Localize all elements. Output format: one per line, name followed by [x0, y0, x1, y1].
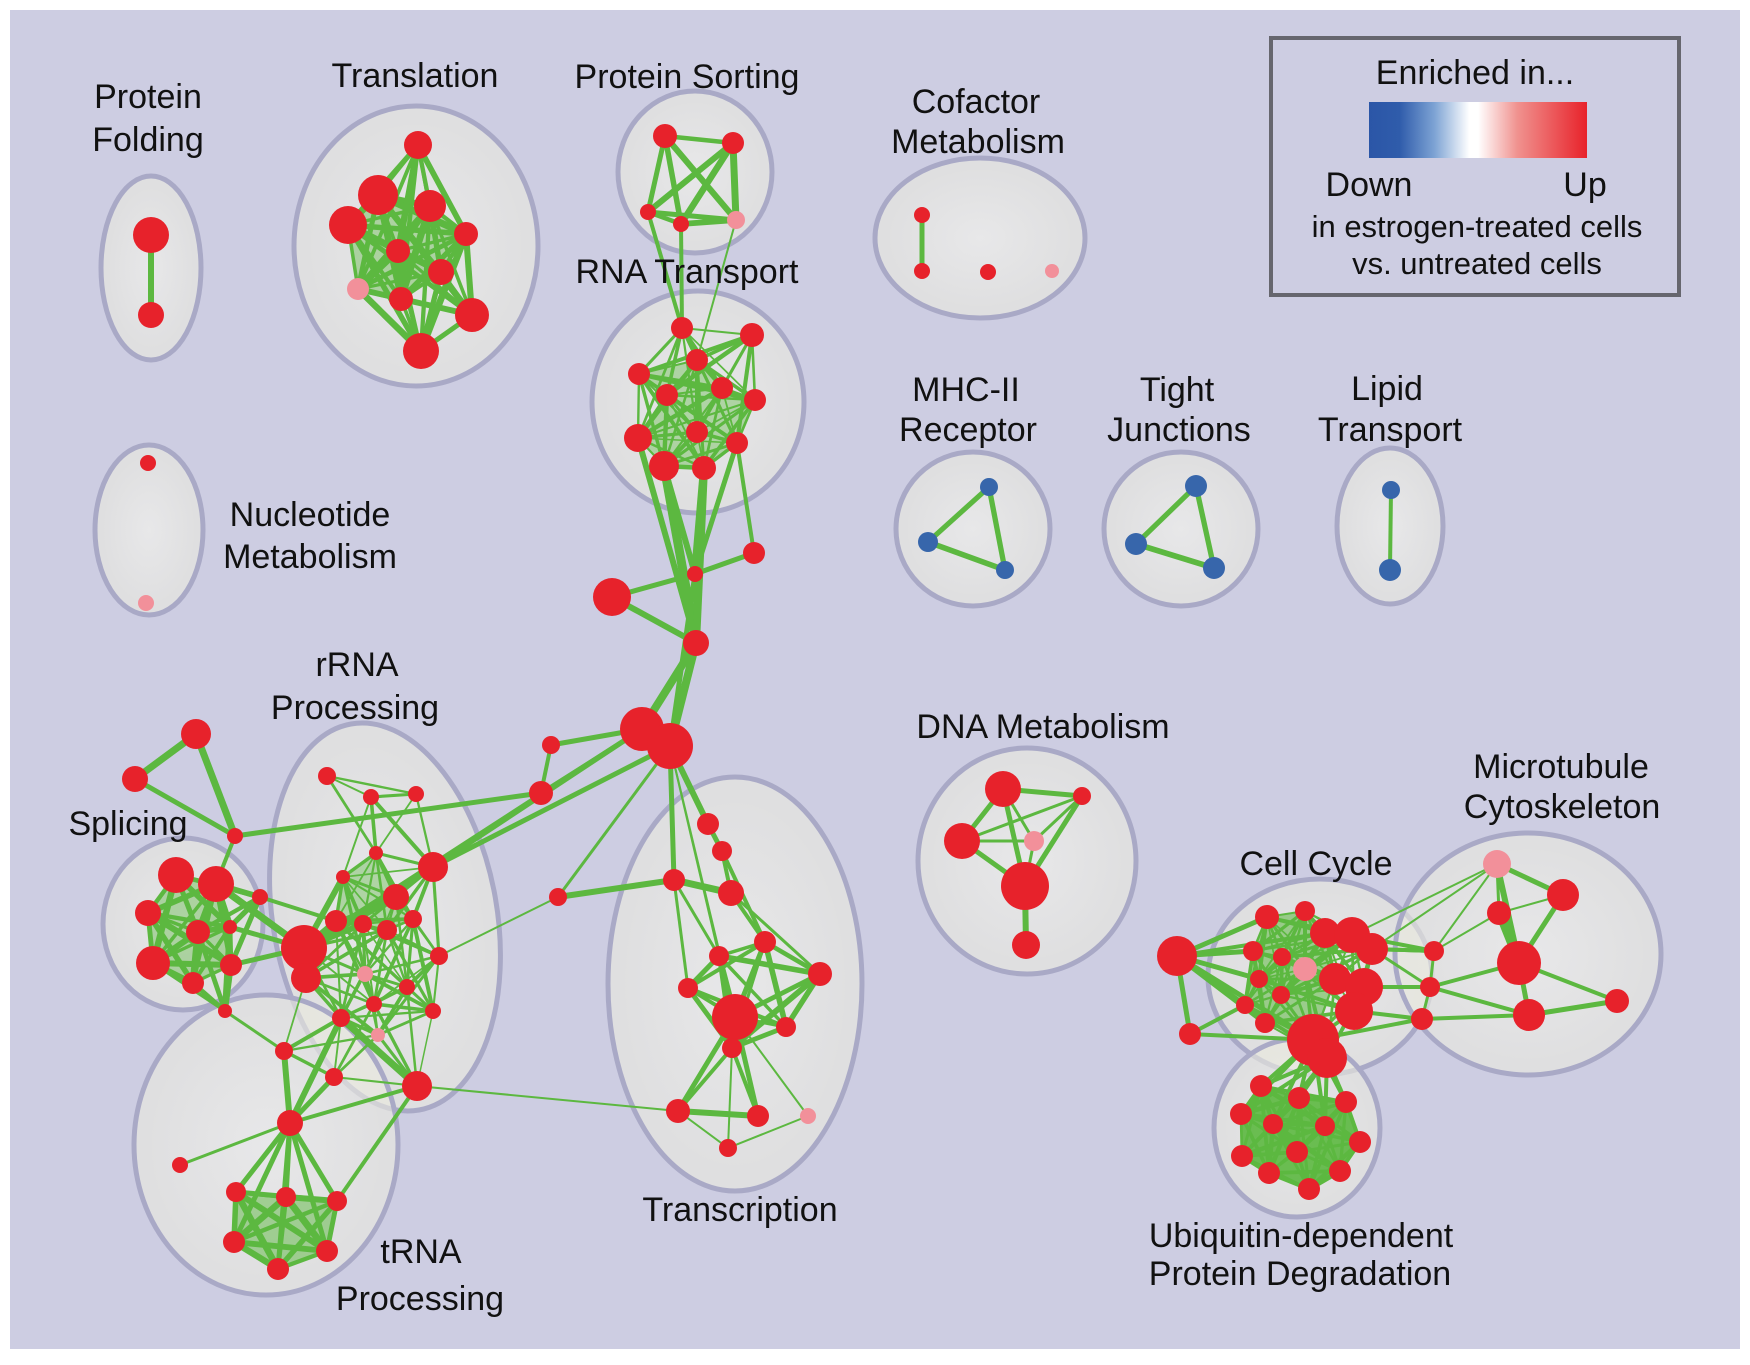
- svg-text:Protein Degradation: Protein Degradation: [1149, 1255, 1451, 1293]
- svg-text:Ubiquitin-dependent: Ubiquitin-dependent: [1149, 1217, 1454, 1255]
- svg-text:Protein Sorting: Protein Sorting: [575, 58, 800, 96]
- svg-text:Transport: Transport: [1318, 411, 1463, 449]
- svg-text:Cell Cycle: Cell Cycle: [1239, 845, 1392, 883]
- svg-text:in estrogen-treated cells: in estrogen-treated cells: [1312, 209, 1643, 244]
- svg-text:Splicing: Splicing: [68, 805, 187, 843]
- svg-text:Processing: Processing: [336, 1280, 504, 1318]
- svg-text:Folding: Folding: [92, 121, 204, 159]
- svg-text:tRNA: tRNA: [380, 1233, 462, 1271]
- svg-text:MHC-II: MHC-II: [912, 371, 1020, 409]
- svg-text:Cofactor: Cofactor: [912, 83, 1041, 121]
- svg-text:vs. untreated cells: vs. untreated cells: [1352, 246, 1602, 281]
- svg-text:Microtubule: Microtubule: [1473, 748, 1649, 786]
- svg-text:Junctions: Junctions: [1107, 411, 1251, 449]
- svg-text:rRNA: rRNA: [315, 646, 398, 684]
- svg-text:Down: Down: [1326, 166, 1413, 204]
- svg-text:DNA Metabolism: DNA Metabolism: [916, 708, 1169, 746]
- svg-text:Processing: Processing: [271, 689, 439, 727]
- svg-text:Cytoskeleton: Cytoskeleton: [1464, 788, 1661, 826]
- svg-text:Translation: Translation: [332, 57, 499, 95]
- svg-text:Metabolism: Metabolism: [223, 538, 397, 576]
- svg-text:Receptor: Receptor: [899, 411, 1037, 449]
- svg-text:RNA Transport: RNA Transport: [576, 253, 800, 291]
- svg-text:Transcription: Transcription: [642, 1191, 837, 1229]
- svg-text:Metabolism: Metabolism: [891, 123, 1065, 161]
- svg-text:Tight: Tight: [1140, 371, 1215, 409]
- svg-text:Lipid: Lipid: [1351, 370, 1423, 408]
- svg-text:Up: Up: [1563, 166, 1606, 204]
- svg-text:Protein: Protein: [94, 78, 202, 116]
- svg-text:Nucleotide: Nucleotide: [230, 496, 391, 534]
- svg-text:Enriched in...: Enriched in...: [1376, 54, 1574, 92]
